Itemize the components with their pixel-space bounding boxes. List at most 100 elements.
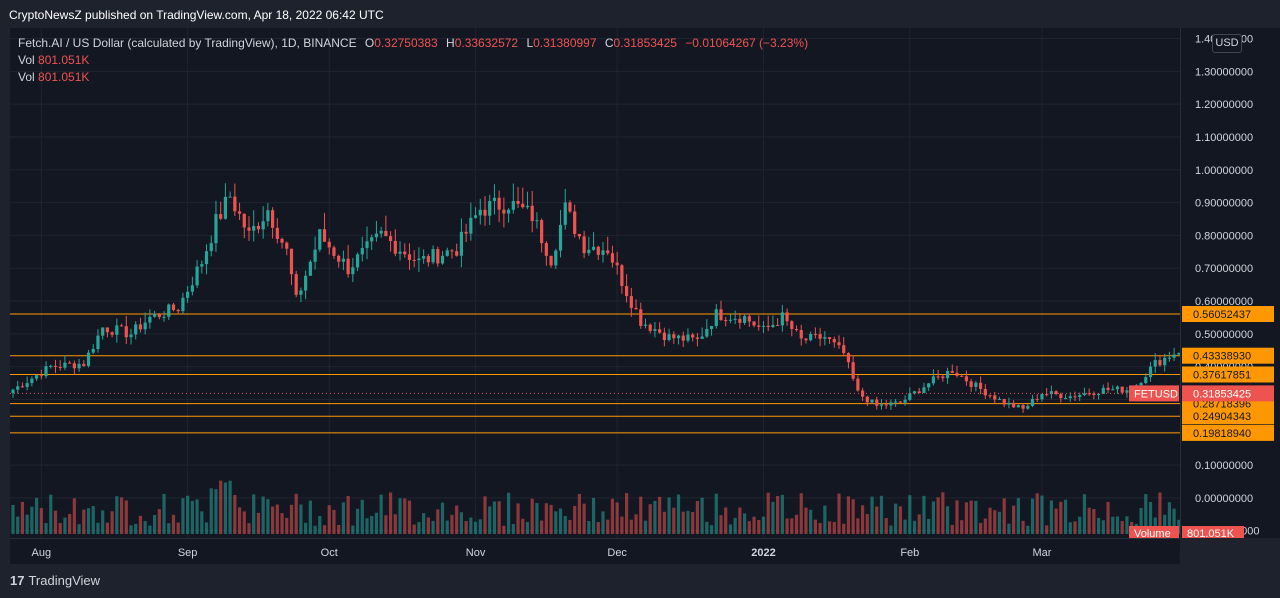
candle-body <box>681 335 685 341</box>
candle-body <box>563 202 567 225</box>
candle-body <box>332 247 336 256</box>
candle-body <box>1035 398 1039 400</box>
volume-bar <box>247 523 251 534</box>
candle-body <box>757 325 761 327</box>
candle-body <box>209 243 213 252</box>
volume-bar <box>1106 501 1110 534</box>
candle-body <box>577 233 581 237</box>
volume-bar <box>129 525 133 534</box>
candle-body <box>776 324 780 326</box>
volume-bar <box>1035 493 1039 534</box>
candle-body <box>1054 391 1058 395</box>
candle-body <box>799 330 803 339</box>
candle-body <box>436 249 440 264</box>
legend-volume-row: Vol 801.051K <box>18 53 808 70</box>
candlestick-chart[interactable]: FETUSD Volume <box>10 28 1271 540</box>
volume-bar <box>554 511 558 534</box>
candle-body <box>615 262 619 266</box>
candle-body <box>294 274 298 295</box>
volume-bar <box>507 492 511 534</box>
volume-bar <box>856 518 860 534</box>
close-label: C <box>604 36 614 50</box>
volume-bar <box>1087 507 1091 534</box>
volume-bar <box>676 494 681 534</box>
volume-bar <box>289 504 294 534</box>
volume-bar <box>53 510 58 534</box>
volume-bar <box>530 498 534 534</box>
candle-body <box>667 334 671 341</box>
time-scale[interactable]: AugSepOctNovDec2022FebMarAprMay <box>10 538 1198 565</box>
level-price-tag <box>1182 366 1274 383</box>
volume-bar <box>898 506 902 534</box>
candle-body <box>875 399 879 406</box>
volume-bar <box>922 495 926 534</box>
candle-body <box>261 221 265 230</box>
price-axis[interactable]: 1.400000001.300000001.200000001.10000000… <box>1181 28 1280 540</box>
volume-bar <box>563 516 567 534</box>
volume-bar <box>842 523 846 534</box>
volume-bar <box>497 501 501 534</box>
time-axis[interactable]: AugSepOctNovDec2022FebMarAprMay <box>10 539 1198 565</box>
candle-body <box>507 209 511 214</box>
tradingview-logo[interactable]: 17 TradingView <box>10 573 100 588</box>
candle-body <box>35 375 39 379</box>
candle-body <box>945 371 950 379</box>
volume-bar <box>757 519 761 534</box>
volume-bar <box>705 521 709 534</box>
volume-bar <box>639 496 643 534</box>
candle-body <box>223 196 227 219</box>
candle-body <box>898 401 902 403</box>
volume-bar <box>969 500 973 534</box>
price-tick-label: 0.80000000 <box>1195 230 1253 242</box>
candle-body <box>143 322 147 330</box>
candle-body <box>695 337 699 339</box>
candle-body <box>827 337 832 340</box>
symbol-description[interactable]: Fetch.AI / US Dollar (calculated by Trad… <box>18 36 357 50</box>
volume-bar <box>766 492 770 534</box>
tradingview-brand-name: TradingView <box>28 573 101 588</box>
volume-bar <box>1139 508 1143 534</box>
volume-bar <box>790 518 794 534</box>
volume-bar <box>950 524 954 534</box>
candle-body <box>313 249 317 262</box>
candle-body <box>370 237 374 242</box>
candle-body <box>724 320 728 322</box>
candle-body <box>379 230 383 234</box>
volume-bar <box>634 514 638 534</box>
change-value: −0.01064267 (−3.23%) <box>685 36 809 50</box>
volume-bar <box>469 517 473 534</box>
volume-bar <box>101 510 105 534</box>
volume-bar <box>573 505 577 534</box>
volume-bar <box>728 524 733 534</box>
chart-pane[interactable]: FETUSD Volume <box>10 28 1271 540</box>
candle-body <box>733 318 737 320</box>
candle-body <box>851 362 855 379</box>
volume-bar <box>44 523 48 534</box>
candle-body <box>256 225 261 230</box>
volume-bar <box>157 509 161 534</box>
volume-bar <box>440 502 445 534</box>
candle-body <box>478 209 482 216</box>
candle-body <box>728 319 733 321</box>
candle-body <box>44 366 48 377</box>
candle-body <box>431 249 435 263</box>
candle-body <box>714 309 718 326</box>
volume-bar <box>313 525 317 534</box>
candle-body <box>672 334 676 339</box>
candle-body <box>275 227 279 239</box>
candle-body <box>813 333 817 335</box>
volume-bar <box>176 522 180 534</box>
candle-body <box>351 267 355 275</box>
currency-button[interactable]: USD <box>1212 34 1242 53</box>
volume-tag <box>1129 526 1179 540</box>
time-tick-label: Sep <box>178 547 198 559</box>
candle-body <box>662 332 666 341</box>
candle-body <box>167 304 171 317</box>
volume-bar <box>695 501 699 534</box>
candle-body <box>228 196 232 198</box>
candle-body <box>304 275 308 291</box>
volume-bar <box>794 514 799 534</box>
volume-bar <box>219 480 223 534</box>
price-scale[interactable]: 1.400000001.300000001.200000001.10000000… <box>1180 28 1280 540</box>
volume-bar <box>63 517 67 534</box>
